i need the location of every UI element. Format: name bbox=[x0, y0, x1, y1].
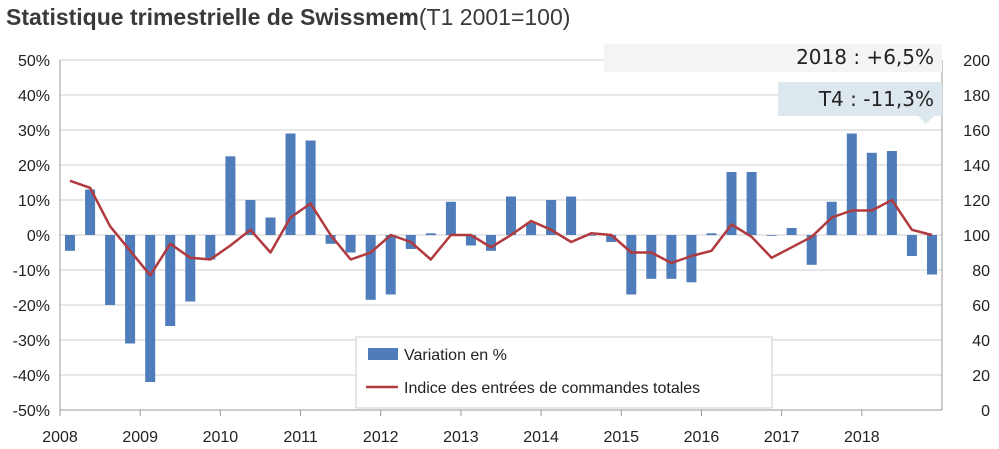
legend-bar-label: Variation en % bbox=[404, 347, 507, 364]
bar-2016-t1 bbox=[706, 233, 717, 236]
chart-title-main: Statistique trimestrielle de Swissmem bbox=[6, 4, 419, 30]
x-tick-label-2015: 2015 bbox=[603, 429, 639, 446]
bar-2018-t3 bbox=[906, 235, 917, 256]
annotation-year-change: 2018 : +6,5% bbox=[796, 45, 934, 69]
x-tick-label-2010: 2010 bbox=[203, 429, 239, 446]
bar-2015-t3 bbox=[666, 235, 677, 279]
right-tick-label: 180 bbox=[963, 88, 990, 105]
bar-2015-t1 bbox=[626, 235, 637, 295]
right-tick-label: 100 bbox=[963, 228, 990, 245]
bar-2012-t4 bbox=[445, 201, 456, 236]
chart-subtitle: (T1 2001=100) bbox=[418, 4, 571, 30]
line-series bbox=[69, 179, 933, 277]
bar-2012-t3 bbox=[425, 233, 436, 236]
bar-2009-t1 bbox=[145, 235, 156, 382]
legend bbox=[355, 336, 773, 409]
bar-2010-t1 bbox=[225, 156, 236, 236]
bar-2017-t1 bbox=[786, 228, 797, 235]
x-tick-label-2014: 2014 bbox=[523, 429, 559, 446]
bar-2016-t3 bbox=[746, 172, 757, 235]
left-tick-label: -50% bbox=[13, 403, 50, 420]
bar-2011-t2 bbox=[325, 235, 336, 244]
x-tick-label-2012: 2012 bbox=[363, 429, 399, 446]
bar-2016-t2 bbox=[726, 172, 737, 235]
x-tick-label-2011: 2011 bbox=[283, 429, 318, 446]
bar-2013-t3 bbox=[506, 196, 516, 235]
bar-2018-t2 bbox=[886, 151, 897, 235]
right-tick-label: 0 bbox=[981, 403, 990, 420]
x-tick-label-2008: 2008 bbox=[42, 429, 78, 446]
left-tick-label: -20% bbox=[13, 298, 50, 315]
bar-2008-t2 bbox=[85, 189, 96, 235]
right-tick-label: 200 bbox=[963, 53, 990, 70]
index-line bbox=[69, 179, 933, 277]
right-tick-label: 80 bbox=[972, 263, 990, 280]
bar-2010-t2 bbox=[245, 200, 256, 235]
bar-2010-t4 bbox=[285, 133, 296, 235]
bar-2009-t2 bbox=[165, 235, 176, 326]
right-tick-label: 120 bbox=[963, 193, 990, 210]
right-tick-label: 20 bbox=[972, 368, 990, 385]
right-tick-label: 60 bbox=[972, 298, 990, 315]
right-tick-label: 140 bbox=[963, 158, 990, 175]
left-tick-label: 20% bbox=[18, 158, 50, 175]
bar-2008-t3 bbox=[105, 235, 116, 305]
bar-2014-t3 bbox=[586, 235, 597, 236]
left-tick-label: 10% bbox=[18, 193, 50, 210]
x-tick-label-2013: 2013 bbox=[443, 429, 479, 446]
bar-2014-t2 bbox=[566, 196, 577, 235]
x-tick-label-2018: 2018 bbox=[844, 429, 880, 446]
x-tick-label-2017: 2017 bbox=[764, 429, 800, 446]
bar-2010-t3 bbox=[265, 217, 276, 235]
bar-2015-t2 bbox=[646, 235, 657, 279]
legend-line-label: Indice des entrées de commandes totales bbox=[404, 380, 700, 397]
annotation-pointer bbox=[918, 116, 934, 124]
bar-2013-t4 bbox=[526, 222, 537, 236]
left-tick-label: 0% bbox=[27, 228, 50, 245]
bar-2011-t1 bbox=[305, 140, 316, 235]
annotation-box-year bbox=[604, 44, 942, 72]
bar-2016-t4 bbox=[766, 235, 777, 236]
x-tick-label-2009: 2009 bbox=[122, 429, 158, 446]
x-axis: 2008 2009 2010 2011 2012 2013 2014 2015 2016 2017… bbox=[42, 410, 880, 446]
bar-2011-t4 bbox=[365, 235, 376, 300]
bar-series bbox=[65, 133, 937, 382]
bar-2014-t1 bbox=[546, 200, 557, 235]
right-tick-label: 160 bbox=[963, 123, 990, 140]
left-axis: 50% 40% 30% 20% 10% 0% -10% -20% -30% -40% -50% bbox=[13, 53, 50, 420]
bar-2018-t1 bbox=[866, 152, 877, 236]
bar-2009-t3 bbox=[185, 235, 196, 302]
left-tick-label: 40% bbox=[18, 88, 50, 105]
bar-2015-t4 bbox=[686, 235, 697, 283]
annotation-quarter-change: T4 : -11,3% bbox=[818, 87, 934, 111]
bar-2017-t2 bbox=[806, 235, 817, 265]
left-tick-label: -10% bbox=[13, 263, 50, 280]
bar-2009-t4 bbox=[205, 235, 216, 260]
annotation-box-quarter bbox=[778, 82, 942, 116]
bar-2011-t3 bbox=[345, 235, 356, 253]
left-tick-label: 30% bbox=[18, 123, 50, 140]
legend-bar-swatch bbox=[368, 348, 398, 360]
bar-2018-t4 bbox=[927, 235, 937, 275]
bar-2008-t4 bbox=[125, 235, 136, 344]
left-tick-label: 50% bbox=[18, 53, 50, 70]
chart-title: Statistique trimestrielle de Swissmem(T1… bbox=[6, 4, 570, 31]
bar-2012-t1 bbox=[385, 235, 396, 295]
bar-2008-t1 bbox=[65, 235, 75, 251]
bar-2013-t1 bbox=[465, 235, 476, 246]
bar-2014-t4 bbox=[606, 235, 617, 242]
bar-2013-t2 bbox=[486, 235, 496, 251]
x-tick-label-2016: 2016 bbox=[684, 429, 720, 446]
left-tick-label: -40% bbox=[13, 368, 50, 385]
left-tick-label: -30% bbox=[13, 333, 50, 350]
bar-2017-t4 bbox=[846, 133, 857, 235]
right-tick-label: 40 bbox=[972, 333, 990, 350]
